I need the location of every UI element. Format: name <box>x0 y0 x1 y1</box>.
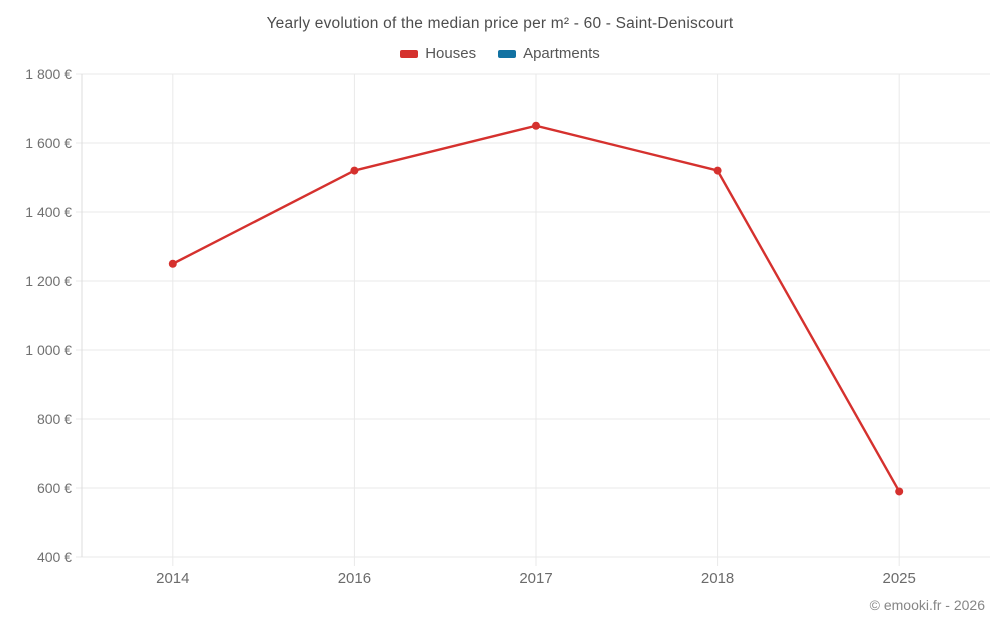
x-axis-tick-label: 2025 <box>883 570 916 587</box>
legend-label-apartments: Apartments <box>523 45 600 62</box>
y-axis-tick-label: 1 000 € <box>25 342 72 358</box>
data-point-houses-2016[interactable] <box>350 166 359 175</box>
copyright-credit: © emooki.fr - 2026 <box>869 597 985 613</box>
data-point-houses-2014[interactable] <box>168 259 177 268</box>
y-axis-tick-label: 1 600 € <box>25 135 72 151</box>
legend: Houses Apartments <box>0 45 1000 62</box>
data-point-houses-2017[interactable] <box>532 121 540 130</box>
y-axis-tick-label: 800 € <box>37 411 72 427</box>
chart-title: Yearly evolution of the median price per… <box>266 15 734 32</box>
legend-item-apartments[interactable]: Apartments <box>498 45 600 62</box>
houses-series-swatch-icon <box>400 49 419 58</box>
x-axis-tick-label: 2016 <box>338 570 371 587</box>
x-axis-tick-label: 2017 <box>519 570 552 587</box>
data-point-houses-2018[interactable] <box>713 166 722 175</box>
y-axis-tick-label: 1 200 € <box>25 273 72 289</box>
data-point-houses-2025[interactable] <box>895 487 904 496</box>
y-axis-tick-label: 400 € <box>37 549 72 565</box>
apartments-series-swatch-icon <box>498 49 517 58</box>
legend-label-houses: Houses <box>425 45 477 62</box>
y-axis-tick-label: 1 400 € <box>25 204 72 220</box>
legend-item-houses[interactable]: Houses <box>400 45 476 62</box>
y-axis-tick-label: 1 800 € <box>25 66 72 82</box>
y-axis-tick-label: 600 € <box>37 480 72 496</box>
x-axis-tick-label: 2014 <box>156 570 189 587</box>
x-axis-tick-label: 2018 <box>701 570 734 587</box>
